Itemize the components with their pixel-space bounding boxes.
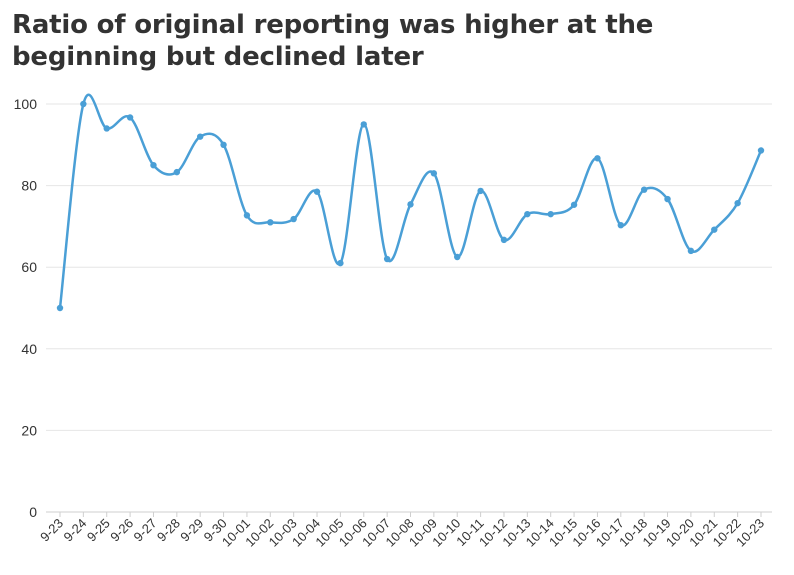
data-points: [56, 100, 765, 312]
data-point: [500, 236, 508, 244]
data-point: [56, 304, 64, 312]
data-point: [757, 147, 765, 154]
data-point: [383, 255, 391, 263]
y-tick-label: 80: [21, 178, 37, 194]
data-point: [617, 221, 624, 229]
data-point: [220, 141, 227, 148]
x-tick-label: 9-24: [60, 516, 89, 545]
y-tick-label: 0: [29, 504, 37, 520]
y-tick-label: 40: [21, 341, 37, 357]
data-point: [454, 253, 461, 261]
data-point: [150, 162, 157, 169]
data-point: [640, 186, 648, 193]
data-point: [173, 168, 181, 176]
series-line-layer: [58, 93, 763, 310]
data-point: [80, 100, 87, 108]
x-tick-label: 9-23: [37, 516, 66, 545]
x-tick-label: 9-28: [154, 516, 183, 545]
data-point: [126, 114, 134, 121]
y-tick-label: 100: [14, 96, 38, 112]
chart-title: Ratio of original reporting was higher a…: [12, 10, 654, 72]
data-point: [337, 259, 344, 267]
data-point: [430, 170, 438, 177]
data-point: [664, 195, 671, 203]
axes: [46, 511, 772, 517]
x-tick-labels: 9-239-249-259-269-279-289-299-3010-0110-…: [37, 516, 767, 550]
data-point: [477, 187, 484, 195]
data-point: [103, 125, 110, 132]
data-point: [267, 219, 274, 226]
y-tick-label: 60: [21, 259, 37, 275]
data-point: [407, 201, 414, 208]
x-tick-label: 9-26: [107, 516, 136, 545]
data-point: [711, 226, 718, 233]
data-point: [524, 210, 531, 218]
data-point: [313, 188, 321, 195]
data-point: [243, 212, 251, 219]
data-point: [594, 155, 601, 162]
series-line: [58, 93, 763, 310]
data-point: [570, 201, 578, 208]
x-tick-label: 9-25: [84, 516, 113, 545]
x-tick-label: 9-27: [131, 516, 160, 545]
gridlines: [46, 103, 772, 431]
data-point: [734, 199, 741, 207]
data-point: [547, 210, 554, 218]
data-point: [197, 133, 204, 140]
data-point: [687, 247, 695, 255]
data-point: [290, 215, 297, 223]
y-tick-label: 20: [21, 422, 37, 438]
y-tick-labels: 0 20 40 60 80 100: [14, 96, 38, 520]
x-tick-label: 9-29: [177, 516, 206, 545]
data-point: [360, 121, 367, 128]
